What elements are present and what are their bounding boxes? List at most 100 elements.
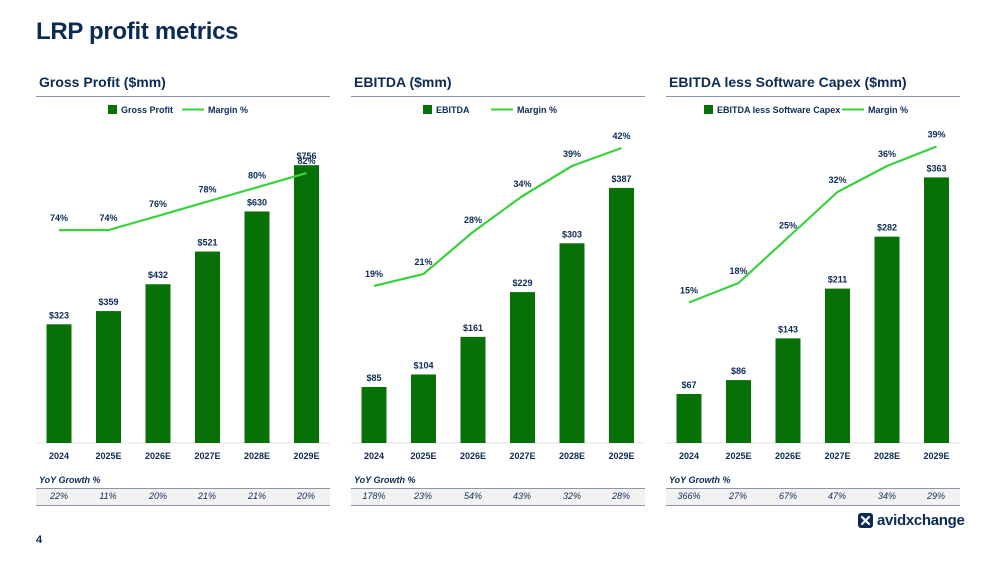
margin-data-label: 82% — [297, 156, 315, 166]
margin-data-label: 76% — [149, 199, 167, 209]
margin-line — [688, 145, 937, 304]
bar — [609, 187, 634, 443]
margin-data-label: 74% — [99, 213, 117, 223]
yoy-label: YoY Growth % — [669, 475, 731, 485]
yoy-cell: 67% — [778, 491, 797, 501]
bar-data-label: $143 — [778, 324, 798, 334]
x-tick-label: 2029E — [923, 451, 949, 461]
brand-name: avidxchange — [877, 511, 965, 529]
yoy-cell: 21% — [247, 491, 266, 501]
yoy-cell: 366% — [677, 491, 701, 501]
gross-profit-chart: Gross Profit Margin % $323 2024 $359 2025E $43… — [36, 105, 330, 461]
bar-data-label: $85 — [366, 373, 381, 383]
bar-data-label: $521 — [197, 238, 217, 248]
x-tick-label: 2024 — [364, 451, 384, 461]
margin-data-label: 42% — [612, 131, 630, 141]
bar — [460, 336, 486, 443]
ebitda-less-capex-panel: EBITDA less Software Capex ($mm) EBITDA … — [666, 72, 961, 512]
x-tick-label: 2027E — [509, 451, 535, 461]
yoy-label: YoY Growth % — [39, 475, 101, 485]
title-divider — [351, 96, 645, 97]
bar — [46, 324, 72, 443]
legend-label-line: Margin % — [517, 105, 557, 115]
bar-data-label: $211 — [828, 275, 848, 285]
x-tick-label: 2028E — [244, 451, 270, 461]
x-tick-label: 2028E — [874, 451, 900, 461]
x-tick-label: 2025E — [95, 451, 121, 461]
bar — [510, 292, 535, 443]
x-tick-label: 2025E — [410, 451, 436, 461]
brand-logo: avidxchange — [858, 510, 965, 530]
margin-data-label: 18% — [729, 266, 747, 276]
panel-title: Gross Profit ($mm) — [39, 74, 166, 90]
bar-data-label: $363 — [926, 163, 946, 173]
x-tick-label: 2025E — [725, 451, 751, 461]
margin-data-label: 19% — [365, 269, 383, 279]
yoy-growth-row: 22% 11% 20% 21% 21% 20% — [36, 488, 330, 506]
yoy-cell: 47% — [827, 491, 846, 501]
margin-data-label: 15% — [680, 286, 698, 296]
bar — [874, 236, 900, 443]
margin-data-label: 25% — [779, 221, 797, 231]
panel-title: EBITDA less Software Capex ($mm) — [669, 74, 907, 90]
bar-data-label: $104 — [413, 360, 433, 370]
yoy-growth-row: 366% 27% 67% 47% 34% 29% — [666, 488, 960, 506]
legend-label-line: Margin % — [208, 105, 248, 115]
bar-data-label: $630 — [247, 197, 267, 207]
legend-swatch-bar — [423, 105, 432, 114]
yoy-cell: 20% — [296, 491, 315, 501]
margin-line — [373, 146, 622, 288]
yoy-cell: 178% — [362, 491, 386, 501]
yoy-cell: 21% — [197, 491, 216, 501]
x-tick-label: 2026E — [145, 451, 171, 461]
x-logo-icon — [858, 512, 873, 528]
bar-data-label: $756 — [296, 151, 316, 161]
legend-label-bar: Gross Profit — [121, 105, 173, 115]
bar-data-label: $86 — [731, 366, 746, 376]
legend-label-line: Margin % — [868, 105, 908, 115]
margin-data-label: 78% — [198, 185, 216, 195]
yoy-cell: 11% — [99, 491, 117, 501]
bar-data-label: $323 — [49, 310, 69, 320]
bar-data-label: $432 — [148, 270, 168, 280]
bar — [559, 243, 585, 443]
yoy-cell: 27% — [728, 491, 747, 501]
x-tick-label: 2024 — [679, 451, 699, 461]
yoy-growth-row: 178% 23% 54% 43% 32% 28% — [351, 488, 645, 506]
page-title: LRP profit metrics — [36, 18, 239, 45]
legend-label-bar: EBITDA less Software Capex — [717, 105, 840, 115]
bar-data-label: $67 — [681, 380, 696, 390]
gross-profit-panel: Gross Profit ($mm) Gross Profit Margin % $… — [36, 72, 331, 512]
x-tick-label: 2029E — [293, 451, 319, 461]
x-tick-label: 2027E — [824, 451, 850, 461]
title-divider — [36, 96, 330, 97]
title-divider — [666, 96, 960, 97]
yoy-cell: 32% — [562, 491, 581, 501]
bar — [96, 311, 121, 443]
ebitda-panel: EBITDA ($mm) EBITDA Margin % $85 2024 $104 20… — [351, 72, 646, 512]
bar-data-label: $387 — [611, 174, 631, 184]
legend-label-bar: EBITDA — [436, 105, 470, 115]
bar — [411, 374, 436, 443]
yoy-cell: 20% — [148, 491, 167, 501]
x-tick-label: 2029E — [608, 451, 634, 461]
x-tick-label: 2026E — [775, 451, 801, 461]
legend-swatch-bar — [704, 105, 713, 114]
bar — [924, 177, 949, 443]
page-number: 4 — [36, 534, 43, 546]
yoy-cell: 54% — [463, 491, 482, 501]
yoy-cell: 43% — [512, 491, 531, 501]
yoy-cell: 22% — [49, 491, 68, 501]
bar — [676, 393, 702, 443]
bar — [294, 165, 319, 444]
bar-data-label: $303 — [562, 229, 582, 239]
ebitda-chart: EBITDA Margin % $85 2024 $104 2025E $161 2026E $… — [351, 105, 645, 461]
yoy-label: YoY Growth % — [354, 475, 416, 485]
yoy-cell: 34% — [877, 491, 896, 501]
bar — [195, 251, 220, 443]
yoy-cell: 23% — [413, 491, 432, 501]
margin-data-label: 39% — [927, 130, 945, 140]
ebitda-less-capex-chart: EBITDA less Software Capex Margin % $67 202… — [666, 105, 960, 461]
x-tick-label: 2028E — [559, 451, 585, 461]
margin-data-label: 74% — [50, 213, 68, 223]
